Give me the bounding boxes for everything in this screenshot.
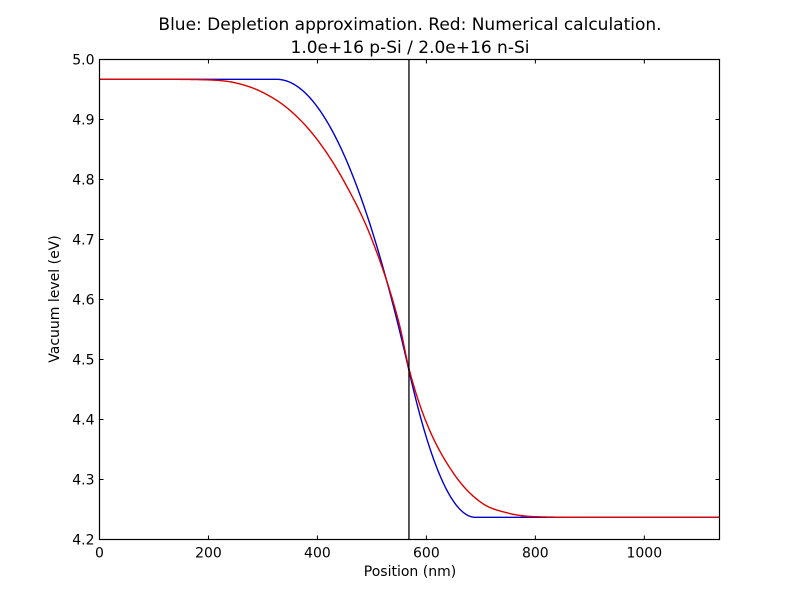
- x-tick-label: 600: [413, 546, 440, 562]
- x-tick-label: 0: [95, 546, 104, 562]
- chart-title: Blue: Depletion approximation. Red: Nume…: [158, 15, 661, 35]
- x-tick-label: 200: [195, 546, 222, 562]
- x-tick-labels: 0 200 400 600 800 1000: [95, 546, 662, 562]
- y-tick-label: 4.8: [72, 173, 94, 189]
- y-tick-label: 4.3: [72, 473, 94, 489]
- x-tick-label: 800: [522, 546, 549, 562]
- y-tick-label: 4.2: [72, 533, 94, 549]
- x-axis-label: Position (nm): [364, 564, 456, 580]
- y-tick-label: 4.7: [72, 233, 94, 249]
- y-tick-labels: 4.2 4.3 4.4 4.5 4.6 4.7 4.8 4.9 5.0: [72, 53, 94, 549]
- y-tick-label: 5.0: [72, 53, 94, 69]
- x-tick-label: 1000: [626, 546, 662, 562]
- y-axis-label: Vacuum level (eV): [47, 235, 63, 362]
- x-tick-label: 400: [304, 546, 331, 562]
- y-tick-label: 4.4: [72, 413, 94, 429]
- y-tick-label: 4.9: [72, 113, 94, 129]
- chart-subtitle: 1.0e+16 p-Si / 2.0e+16 n-Si: [291, 38, 530, 58]
- ticks-layer: [99, 59, 720, 540]
- plot-area: [98, 58, 721, 541]
- y-tick-label: 4.5: [72, 353, 94, 369]
- y-tick-label: 4.6: [72, 293, 94, 309]
